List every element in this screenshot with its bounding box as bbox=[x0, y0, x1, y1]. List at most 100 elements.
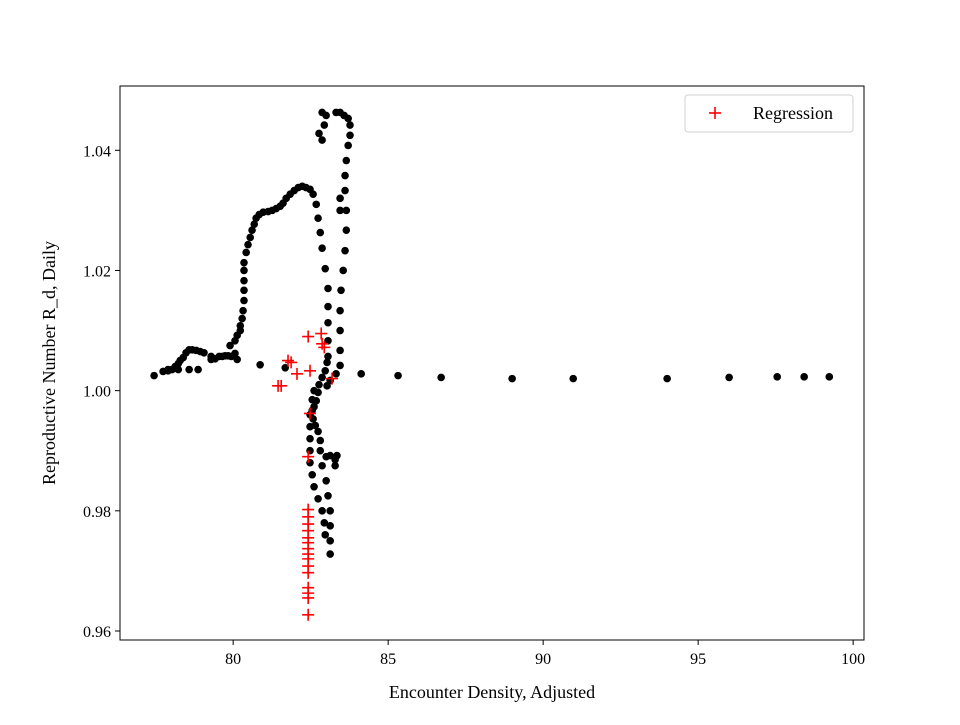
x-tick-label: 90 bbox=[535, 651, 551, 668]
data-point-regression bbox=[302, 566, 315, 579]
data-point-observed bbox=[320, 519, 329, 527]
data-point-observed bbox=[342, 156, 351, 165]
y-axis: 0.96 0.98 1.00 1.02 1.04 bbox=[83, 143, 120, 641]
data-point-observed bbox=[437, 373, 445, 382]
data-point-observed bbox=[310, 386, 318, 395]
y-tick-label: 1.04 bbox=[83, 143, 111, 160]
data-point-observed bbox=[318, 244, 326, 253]
data-point-regression bbox=[326, 372, 339, 385]
data-point-observed bbox=[318, 136, 326, 144]
data-point-observed bbox=[231, 349, 239, 358]
data-point-observed bbox=[320, 121, 329, 129]
data-point-observed bbox=[238, 314, 246, 323]
data-point-observed bbox=[331, 461, 339, 470]
data-point-observed bbox=[236, 321, 245, 330]
data-point-observed bbox=[336, 206, 344, 215]
data-point-observed bbox=[342, 226, 351, 235]
data-point-observed bbox=[318, 373, 326, 382]
plot-frame bbox=[119, 85, 865, 641]
data-point-observed bbox=[341, 186, 349, 195]
y-tick-label: 1.00 bbox=[83, 384, 111, 401]
data-point-observed bbox=[346, 121, 354, 129]
data-point-regression bbox=[285, 356, 298, 369]
data-point-observed bbox=[250, 220, 259, 228]
data-point-observed bbox=[569, 374, 578, 383]
data-point-observed bbox=[344, 114, 352, 123]
data-point-observed bbox=[825, 373, 834, 381]
data-point-observed bbox=[316, 436, 325, 445]
data-point-observed bbox=[312, 200, 321, 209]
data-point-observed bbox=[321, 264, 330, 273]
data-point-observed bbox=[164, 365, 172, 374]
data-point-observed bbox=[326, 507, 334, 515]
data-point-observed bbox=[321, 367, 330, 375]
legend: Regression bbox=[684, 94, 854, 133]
data-point-observed bbox=[336, 346, 344, 355]
x-axis-label: Encounter Density, Adjusted bbox=[389, 682, 595, 702]
data-point-observed bbox=[240, 258, 248, 267]
data-point-observed bbox=[394, 371, 402, 380]
data-point-observed bbox=[281, 364, 290, 372]
data-point-observed bbox=[314, 427, 322, 436]
x-tick-label: 80 bbox=[225, 651, 241, 668]
data-point-observed bbox=[336, 306, 344, 315]
data-point-regression bbox=[302, 591, 315, 604]
data-point-observed bbox=[194, 365, 202, 374]
data-point-observed bbox=[326, 451, 334, 460]
data-point-observed bbox=[346, 131, 354, 140]
data-point-observed bbox=[308, 395, 317, 404]
data-point-observed bbox=[308, 470, 317, 479]
legend-label-regression: Regression bbox=[753, 103, 833, 123]
data-point-observed bbox=[323, 382, 331, 390]
data-point-observed bbox=[240, 266, 248, 275]
data-point-regression bbox=[302, 330, 315, 343]
data-point-observed bbox=[324, 352, 332, 361]
data-point-observed bbox=[240, 296, 248, 305]
data-point-observed bbox=[240, 276, 248, 285]
x-tick-label: 100 bbox=[841, 651, 865, 668]
data-point-observed bbox=[341, 246, 349, 255]
data-point-observed bbox=[800, 373, 808, 381]
data-point-observed bbox=[309, 190, 317, 198]
data-point-observed bbox=[322, 111, 330, 120]
legend-marker-regression bbox=[709, 107, 721, 119]
data-point-observed bbox=[344, 141, 352, 150]
y-tick-label: 0.96 bbox=[83, 624, 111, 641]
data-point-observed bbox=[316, 446, 325, 455]
data-point-observed bbox=[240, 286, 248, 295]
data-point-regression bbox=[304, 364, 317, 377]
data-point-regression bbox=[302, 608, 315, 621]
data-point-observed bbox=[337, 286, 345, 295]
x-tick-label: 95 bbox=[690, 651, 706, 668]
data-point-observed bbox=[315, 129, 323, 138]
data-point-regression bbox=[291, 367, 304, 380]
data-point-observed bbox=[248, 226, 256, 235]
data-point-observed bbox=[339, 266, 348, 275]
data-point-observed bbox=[324, 336, 332, 345]
data-point-observed bbox=[246, 233, 254, 242]
data-point-observed bbox=[326, 537, 334, 545]
legend-box bbox=[684, 94, 854, 133]
data-point-observed bbox=[322, 476, 330, 485]
data-point-regression bbox=[315, 327, 328, 340]
data-point-observed bbox=[332, 370, 340, 378]
data-point-observed bbox=[357, 370, 365, 378]
data-point-observed bbox=[185, 365, 193, 374]
data-point-observed bbox=[318, 461, 326, 470]
data-point-observed bbox=[233, 355, 241, 364]
data-point-observed bbox=[318, 507, 326, 515]
data-point-observed bbox=[725, 373, 733, 382]
data-point-observed bbox=[663, 374, 671, 383]
data-point-observed bbox=[324, 318, 332, 327]
data-point-observed bbox=[226, 341, 234, 350]
data-point-observed bbox=[508, 374, 516, 383]
data-point-observed bbox=[306, 434, 314, 443]
data-point-observed bbox=[150, 371, 158, 380]
data-point-observed bbox=[310, 482, 318, 491]
data-point-observed bbox=[239, 306, 247, 315]
data-point-observed bbox=[321, 531, 330, 539]
data-point-observed bbox=[174, 365, 183, 374]
data-point-observed bbox=[256, 361, 264, 369]
data-point-observed bbox=[200, 348, 208, 357]
